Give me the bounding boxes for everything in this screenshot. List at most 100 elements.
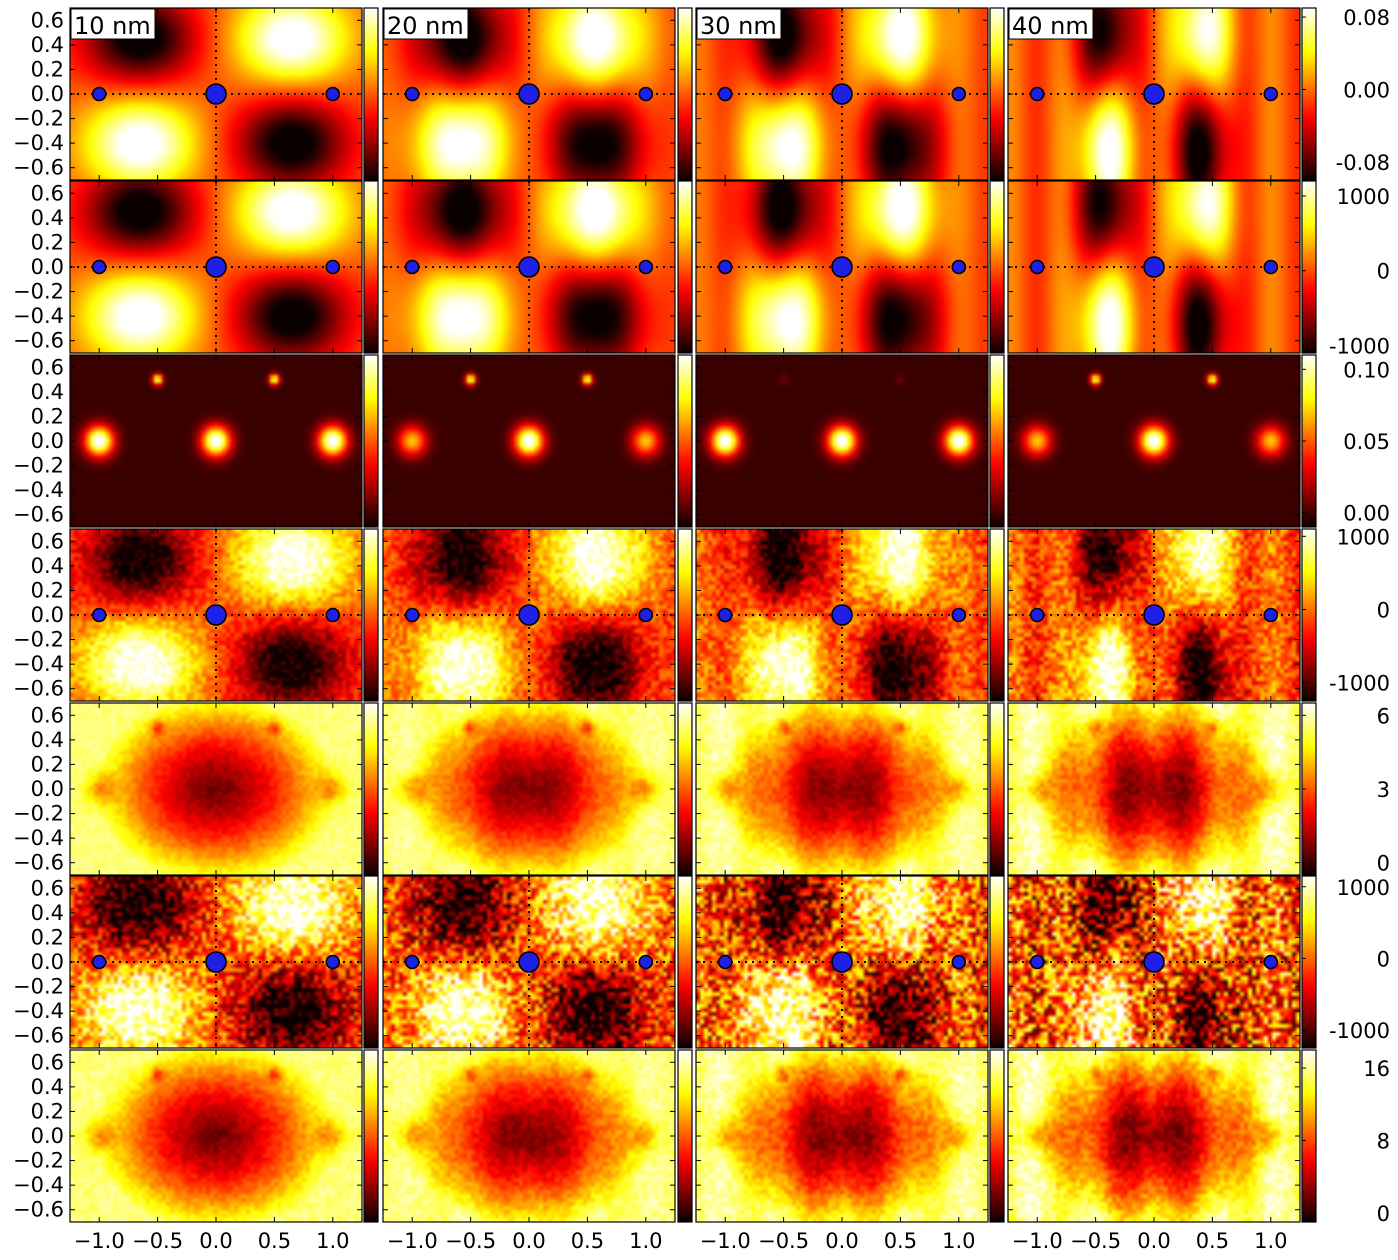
heatmap-panel [69,354,363,528]
atom-marker [831,256,853,278]
heatmap-panel [69,875,363,1049]
colorbar [989,180,1005,354]
colorbar [363,702,379,876]
y-tick-label: 0.4 [31,554,64,578]
atom-marker [717,954,733,970]
y-tick-label: 0.0 [31,603,64,627]
atom-marker [205,256,227,278]
x-tick-label: 0.5 [1196,1229,1229,1253]
colorbar-tick-label: 1000 [1337,185,1390,209]
colorbar [989,354,1005,528]
y-tick-label: −0.6 [13,156,64,180]
column-label-box [696,8,782,40]
atom-marker [205,83,227,105]
y-tick-label: −0.6 [13,1198,64,1222]
colorbar [363,528,379,702]
colorbar-tick-label: -1000 [1329,335,1390,359]
atom-marker [1263,607,1279,623]
colorbar [677,528,693,702]
y-tick-label: 0.4 [31,33,64,57]
atom-marker [518,256,540,278]
heatmap-image [70,703,362,875]
atom-marker [404,607,420,623]
x-tick-label: −1.0 [1012,1229,1063,1253]
column-label-text: 40 nm [1012,12,1089,40]
y-tick-label: −0.2 [13,107,64,131]
atom-marker [518,951,540,973]
atom-marker [1143,256,1165,278]
x-tick-label: −0.5 [1070,1229,1121,1253]
atom-marker [1029,86,1045,102]
atom-marker [638,954,654,970]
heatmap-panel [382,702,676,876]
x-tick-label: −1.0 [700,1229,751,1253]
heatmap-panel [695,702,989,876]
colorbar [677,354,693,528]
atom-marker [205,951,227,973]
y-tick-label: 0.6 [31,1050,64,1074]
heatmap-panel [1007,180,1301,354]
heatmap-image [696,703,988,875]
heatmap-panel [69,180,363,354]
atom-marker [1029,954,1045,970]
y-tick-label: 0.2 [31,925,64,949]
y-tick-label: 0.2 [31,1099,64,1123]
colorbar-tick-label: 16 [1363,1057,1390,1081]
y-tick-label: 0.4 [31,1075,64,1099]
y-tick-label: 0.6 [31,181,64,205]
atom-marker [91,86,107,102]
column-label-text: 30 nm [700,12,777,40]
y-tick-label: −0.2 [13,280,64,304]
heatmap-panels [69,7,1301,1223]
colorbar-tick-label: 0.10 [1343,358,1390,382]
colorbar [677,1049,693,1223]
colorbar-tick-label: 0.05 [1343,430,1390,454]
heatmap-panel [1007,702,1301,876]
y-tick-label: 0.4 [31,728,64,752]
colorbar [677,875,693,1049]
heatmap-panel [382,180,676,354]
atom-marker [1143,83,1165,105]
heatmap-panel [695,354,989,528]
colorbar-tick-label: 6 [1377,704,1390,728]
y-tick-label: 0.4 [31,901,64,925]
colorbar [989,1049,1005,1223]
heatmap-panel [695,528,989,702]
y-tick-label: −0.2 [13,802,64,826]
y-tick-label: 0.6 [31,703,64,727]
x-tick-label: 0.5 [258,1229,291,1253]
x-tick-label: −1.0 [74,1229,125,1253]
y-tick-label: 0.2 [31,578,64,602]
colorbar [363,875,379,1049]
heatmap-image [1008,703,1300,875]
y-tick-label: 0.0 [31,777,64,801]
colorbar-tick-label: 3 [1377,778,1390,802]
y-tick-label: −0.4 [13,999,64,1023]
atom-marker [91,259,107,275]
column-label-box [1008,8,1094,40]
colorbar-tick-label: 1000 [1337,525,1390,549]
heatmap-panel [382,354,676,528]
y-tick-label: −0.6 [13,503,64,527]
heatmap-panel [1007,875,1301,1049]
colorbar [677,702,693,876]
heatmap-panel [1007,7,1301,181]
atom-marker [831,951,853,973]
heatmap-image [383,355,675,527]
y-tick-label: 0.2 [31,57,64,81]
y-tick-label: −0.6 [13,329,64,353]
atom-marker [1263,954,1279,970]
x-tick-label: −0.5 [132,1229,183,1253]
x-tick-label: 0.0 [825,1229,858,1253]
heatmap-image [70,1050,362,1222]
atom-marker [831,83,853,105]
atom-marker [91,954,107,970]
y-tick-label: 0.0 [31,82,64,106]
colorbar-tick-label: 8 [1377,1130,1390,1154]
x-tick-label: 0.0 [199,1229,232,1253]
colorbar [363,7,379,181]
colorbar [363,180,379,354]
y-tick-label: −0.4 [13,652,64,676]
atom-marker [325,954,341,970]
